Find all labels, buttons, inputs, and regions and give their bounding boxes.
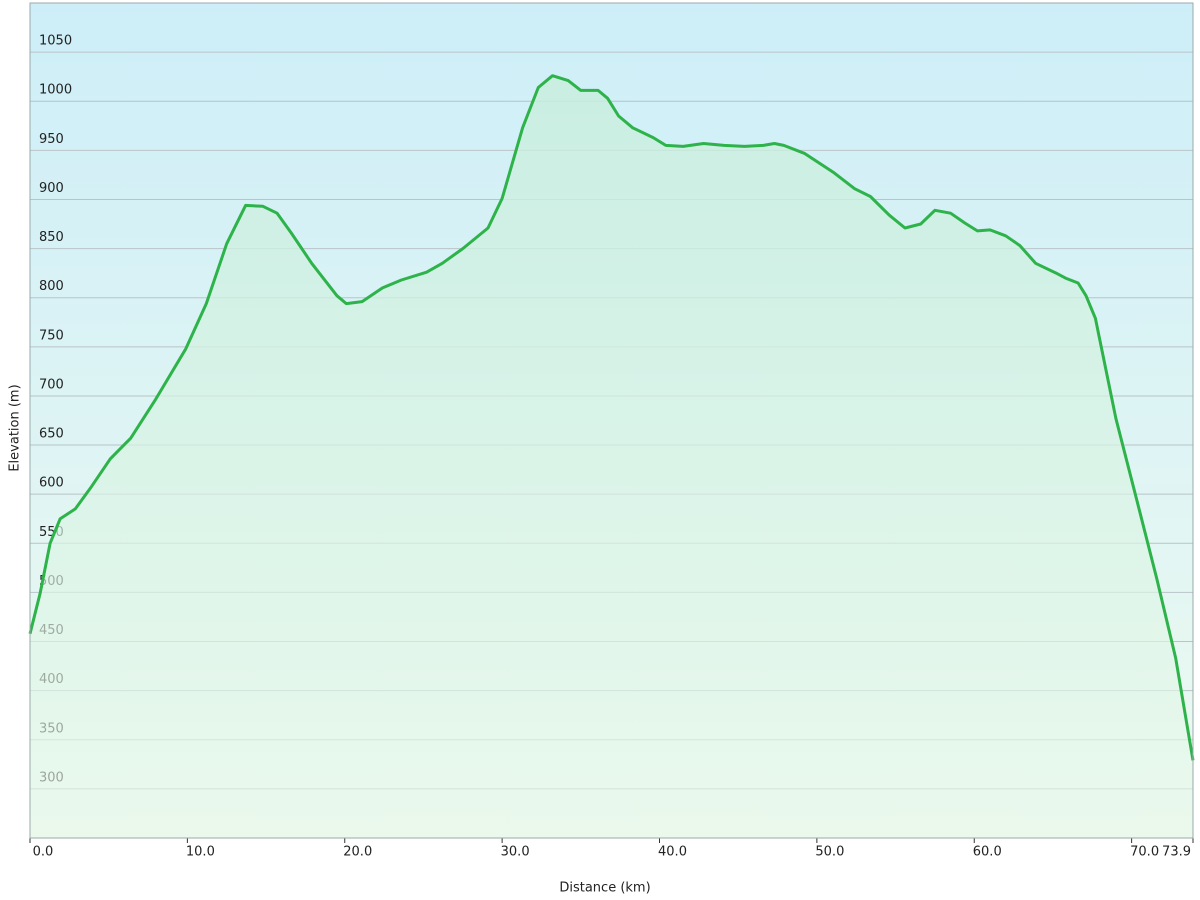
y-tick-label: 650 bbox=[39, 427, 64, 442]
x-tick-label: 50.0 bbox=[815, 845, 844, 860]
y-tick-label: 1050 bbox=[39, 34, 72, 49]
y-tick-label: 750 bbox=[39, 328, 64, 343]
x-tick-label: 70.0 bbox=[1130, 845, 1159, 860]
x-tick-label: 60.0 bbox=[973, 845, 1002, 860]
plot-border bbox=[29, 2, 1194, 839]
y-tick-label: 700 bbox=[39, 377, 64, 392]
y-tick-label: 600 bbox=[39, 476, 64, 491]
x-tick-label: 30.0 bbox=[501, 845, 530, 860]
y-tick-label: 800 bbox=[39, 279, 64, 294]
x-tick-label: 73.9 bbox=[1162, 845, 1191, 860]
x-tick-label: 20.0 bbox=[343, 845, 372, 860]
y-tick-label: 850 bbox=[39, 230, 64, 245]
x-tick-label: 40.0 bbox=[658, 845, 687, 860]
y-axis-label: Elevation (m) bbox=[8, 384, 23, 471]
area bbox=[30, 75, 1193, 838]
y-tick-label: 900 bbox=[39, 181, 64, 196]
x-tick-label: 10.0 bbox=[186, 845, 215, 860]
x-tick-label: 0.0 bbox=[33, 845, 54, 860]
y-tick-label: 950 bbox=[39, 132, 64, 147]
y-tick-label: 1000 bbox=[39, 83, 72, 98]
x-axis-label: Distance (km) bbox=[559, 881, 650, 896]
elevation-line bbox=[28, 74, 1195, 761]
